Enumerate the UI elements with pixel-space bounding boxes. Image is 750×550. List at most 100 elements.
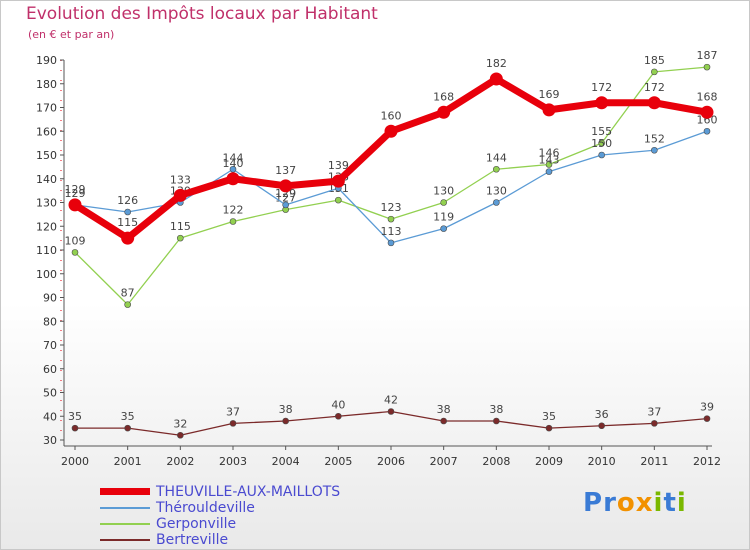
y-tick-label: 150 — [36, 149, 57, 162]
x-tick-label: 2009 — [535, 455, 563, 468]
data-label: 130 — [433, 185, 454, 198]
data-point — [331, 174, 345, 188]
data-point — [651, 420, 658, 427]
data-label: 143 — [539, 154, 560, 167]
x-tick-label: 2008 — [482, 455, 510, 468]
data-point — [440, 199, 447, 206]
x-tick-label: 2006 — [377, 455, 405, 468]
x-tick-label: 2005 — [324, 455, 352, 468]
data-point — [387, 215, 395, 223]
data-point — [279, 179, 293, 193]
data-point — [177, 234, 184, 242]
series-line — [75, 410, 708, 436]
data-point — [71, 424, 79, 432]
data-point — [703, 415, 711, 422]
data-label: 36 — [595, 408, 609, 421]
data-label: 152 — [644, 132, 665, 145]
chart-title: Evolution des Impôts locaux par Habitant — [26, 4, 378, 24]
y-tick-label: 130 — [36, 197, 57, 210]
data-label: 160 — [697, 113, 718, 126]
x-tick-label: 2012 — [693, 455, 721, 468]
data-point — [335, 196, 342, 204]
data-point — [440, 417, 447, 425]
data-point — [595, 96, 609, 110]
legend-label: THEUVILLE-AUX-MAILLOTS — [156, 484, 341, 500]
y-tick-label: 180 — [36, 78, 57, 91]
data-point — [124, 301, 131, 308]
y-tick-label: 60 — [43, 363, 57, 376]
x-tick-label: 2002 — [166, 455, 194, 468]
legend-label: Bertreville — [156, 532, 229, 548]
data-label: 37 — [226, 405, 240, 418]
data-point — [229, 420, 237, 427]
data-label: 172 — [644, 81, 665, 94]
data-point — [703, 63, 711, 71]
data-label: 129 — [65, 187, 86, 200]
y-tick-label: 170 — [36, 102, 57, 115]
legend-swatch — [100, 488, 150, 495]
y-tick-label: 100 — [36, 268, 57, 281]
data-label: 137 — [275, 164, 296, 177]
data-point — [493, 417, 500, 425]
data-label: 38 — [437, 403, 451, 416]
data-point — [226, 172, 240, 186]
data-label: 129 — [275, 187, 296, 200]
data-point — [229, 218, 237, 225]
data-point — [121, 231, 135, 245]
data-label: 182 — [486, 57, 507, 70]
data-label: 87 — [121, 287, 135, 300]
data-point — [437, 105, 451, 119]
data-label: 139 — [328, 159, 349, 172]
y-tick-label: 110 — [36, 244, 57, 257]
data-point — [598, 151, 605, 159]
data-point — [493, 199, 500, 206]
x-tick-label: 2011 — [640, 455, 668, 468]
data-point — [493, 165, 500, 173]
data-point — [545, 161, 553, 168]
y-tick-label: 50 — [43, 387, 57, 400]
data-point — [387, 239, 395, 247]
proxiti-logo: Proxiti — [583, 488, 687, 518]
data-label: 187 — [697, 49, 718, 62]
data-label: 40 — [331, 398, 345, 411]
data-point — [651, 146, 658, 154]
y-tick-label: 190 — [36, 54, 57, 67]
data-point — [703, 127, 711, 135]
legend-swatch — [100, 523, 150, 525]
data-point — [124, 208, 131, 216]
data-point — [282, 201, 289, 209]
y-tick-label: 30 — [43, 434, 57, 447]
y-tick-label: 120 — [36, 220, 57, 233]
data-label: 168 — [697, 90, 718, 103]
y-tick-label: 90 — [43, 292, 57, 305]
data-label: 119 — [433, 211, 454, 224]
data-label: 185 — [644, 54, 665, 67]
data-point — [545, 168, 553, 175]
data-point — [71, 249, 79, 256]
data-point — [282, 417, 289, 425]
data-label: 146 — [539, 147, 560, 160]
series-line — [73, 75, 708, 242]
data-label: 140 — [223, 157, 244, 170]
data-point — [387, 408, 395, 415]
x-tick-label: 2001 — [114, 455, 142, 468]
data-point — [598, 139, 605, 147]
data-label: 35 — [542, 410, 556, 423]
data-label: 129 — [65, 183, 86, 196]
data-label: 38 — [489, 403, 503, 416]
data-label: 133 — [170, 173, 191, 186]
data-label: 123 — [381, 201, 402, 214]
x-tick-label: 2004 — [272, 455, 300, 468]
data-label: 38 — [279, 403, 293, 416]
data-label: 126 — [117, 194, 138, 207]
data-label: 35 — [68, 410, 82, 423]
data-label: 39 — [700, 401, 714, 414]
data-point — [177, 431, 184, 439]
y-tick-label: 70 — [43, 339, 57, 352]
x-tick-label: 2000 — [61, 455, 89, 468]
y-tick-label: 40 — [43, 410, 57, 423]
data-label: 113 — [381, 225, 402, 238]
data-label: 32 — [173, 417, 187, 430]
legend-swatch — [100, 539, 150, 541]
